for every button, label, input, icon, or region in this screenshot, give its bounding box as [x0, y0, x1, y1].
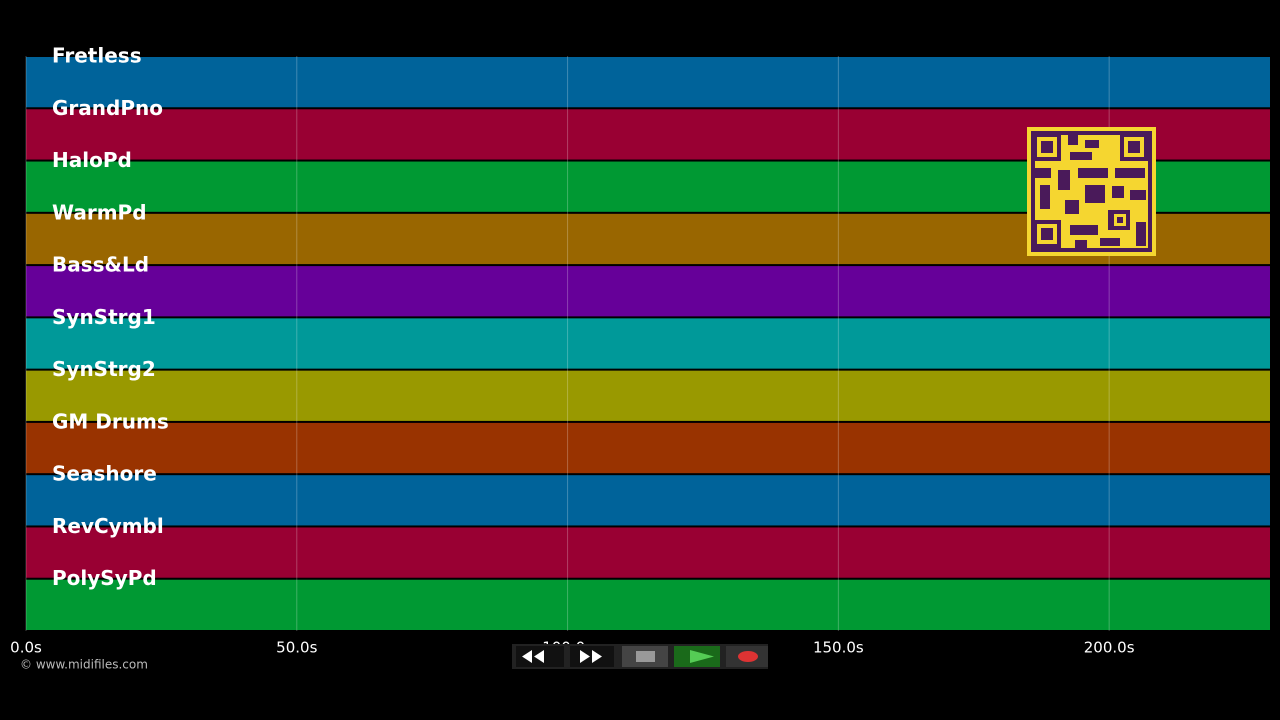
- forward-button[interactable]: [570, 646, 614, 667]
- track-name: GrandPno: [52, 96, 163, 120]
- stop-button[interactable]: [622, 646, 668, 667]
- track-name: GM Drums: [52, 409, 169, 433]
- track-name: Bass&Ld: [52, 253, 149, 277]
- track-band: [26, 370, 1270, 421]
- track-band: [26, 527, 1270, 578]
- tick-label: 50.0s: [276, 639, 317, 657]
- play-button[interactable]: [674, 646, 720, 667]
- track-name: SynStrg2: [52, 357, 156, 381]
- track-band: [26, 57, 1270, 108]
- track-name: RevCymbl: [52, 514, 164, 538]
- track-name: PolySyPd: [52, 566, 157, 590]
- track-name: WarmPd: [52, 200, 147, 224]
- copyright: © www.midifiles.com: [20, 658, 148, 672]
- track-labels: Fretless GrandPno HaloPd WarmPd Bass&Ld SynSt…: [52, 44, 169, 591]
- rewind-button[interactable]: [516, 646, 564, 667]
- track-name: Seashore: [52, 462, 157, 486]
- qr-code: [1027, 127, 1156, 256]
- track-band: [26, 579, 1270, 630]
- tick-label: 0.0s: [10, 639, 42, 657]
- track-band: [26, 475, 1270, 526]
- track-name: HaloPd: [52, 148, 132, 172]
- track-name: SynStrg1: [52, 305, 156, 329]
- record-button[interactable]: [726, 646, 768, 667]
- track-name: Fretless: [52, 44, 142, 68]
- track-band: [26, 422, 1270, 474]
- transport-controls: [512, 644, 768, 669]
- track-band: [26, 318, 1270, 369]
- tick-label: 150.0s: [813, 639, 864, 657]
- tick-label: 200.0s: [1084, 639, 1135, 657]
- track-band: [26, 266, 1270, 317]
